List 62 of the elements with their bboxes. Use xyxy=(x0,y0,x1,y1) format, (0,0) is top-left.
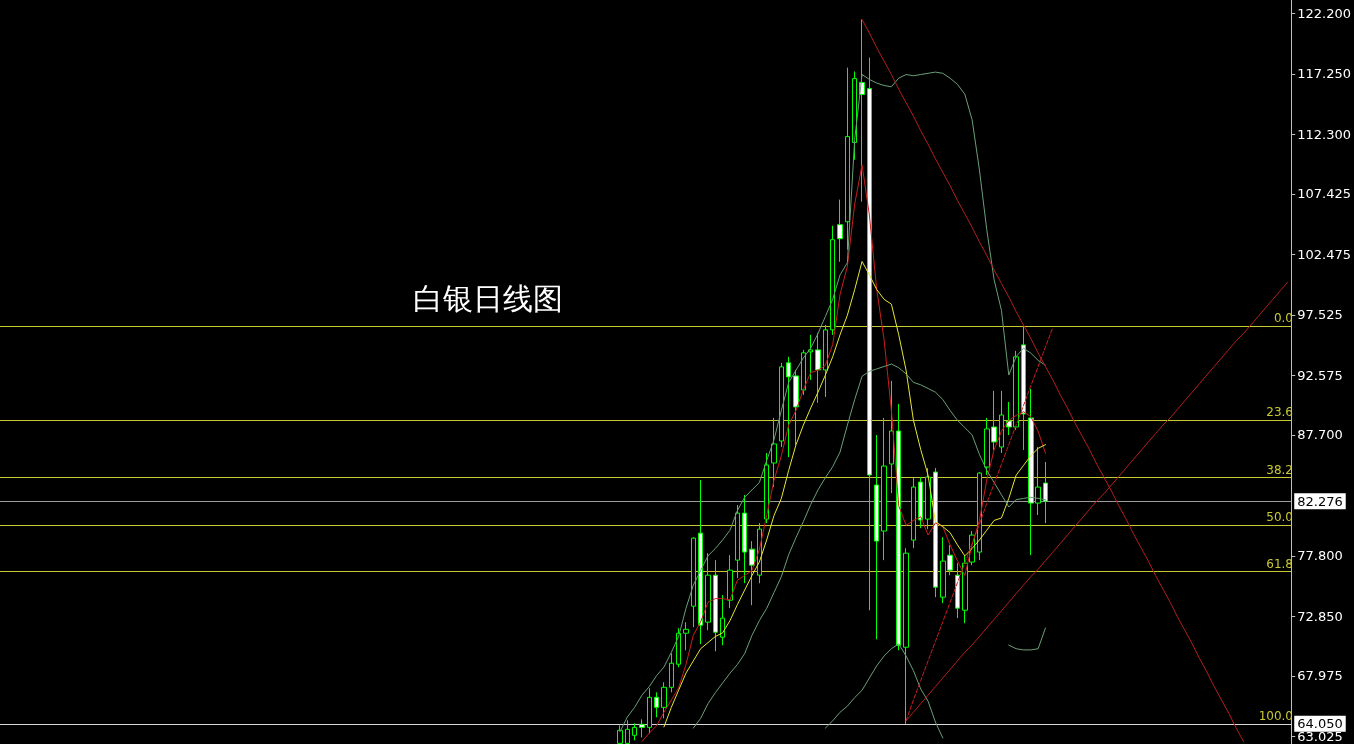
line-series xyxy=(619,71,1046,733)
y-tick-label: 87.700 xyxy=(1297,427,1343,443)
candlestick xyxy=(625,719,630,744)
line-series xyxy=(692,363,1046,729)
candlestick xyxy=(925,467,931,530)
line-series xyxy=(663,260,1046,728)
y-tick-label: 122.200 xyxy=(1297,5,1352,21)
candlestick xyxy=(749,540,755,606)
ref-line-label: 82.276 xyxy=(1297,493,1343,509)
candlestick xyxy=(823,324,828,398)
candlestick xyxy=(830,225,835,336)
candlestick xyxy=(727,554,733,609)
candlestick xyxy=(911,477,916,549)
candlestick xyxy=(779,362,784,448)
candlestick xyxy=(713,559,718,652)
candlestick xyxy=(1043,461,1048,524)
candlestick xyxy=(896,403,901,651)
candlestick xyxy=(933,467,938,598)
candlestick xyxy=(918,476,923,529)
candlestick xyxy=(859,18,865,203)
candlestick xyxy=(632,722,637,741)
y-tick-label: 102.475 xyxy=(1297,246,1352,262)
candlestick xyxy=(764,452,769,524)
candlestick xyxy=(881,417,887,561)
candlestick xyxy=(735,504,740,579)
candlestick xyxy=(999,390,1004,454)
candlestick xyxy=(669,652,674,693)
candlestick xyxy=(661,681,667,719)
candlestick xyxy=(691,536,696,628)
candlestick xyxy=(639,718,645,738)
candlestick xyxy=(742,494,747,584)
y-tick-label: 77.800 xyxy=(1297,548,1343,564)
candlestick xyxy=(874,434,879,640)
candlestick xyxy=(654,691,659,718)
candlestick xyxy=(771,417,777,488)
candlestick xyxy=(793,369,799,446)
candlestick xyxy=(683,621,689,651)
candlestick xyxy=(837,199,843,263)
y-tick-label: 117.250 xyxy=(1297,66,1352,82)
y-tick-label: 92.575 xyxy=(1297,367,1343,383)
candlestick xyxy=(808,334,813,381)
candlestick xyxy=(720,594,725,646)
annotation: 38.2 xyxy=(1266,462,1293,477)
y-tick-label: 107.425 xyxy=(1297,186,1352,202)
y-tick-label: 97.525 xyxy=(1297,307,1343,323)
ref-line-label: 64.050 xyxy=(1297,716,1343,732)
candlestick xyxy=(647,687,652,734)
candlestick xyxy=(676,627,681,668)
y-tick-label: 72.850 xyxy=(1297,608,1343,624)
y-tick-label: 67.975 xyxy=(1297,668,1343,684)
candlestick xyxy=(786,356,791,458)
candlestick xyxy=(705,552,711,631)
candlestick xyxy=(845,67,850,251)
candlestick xyxy=(698,479,703,645)
y-tick-label: 112.300 xyxy=(1297,126,1352,142)
candlestick xyxy=(617,724,623,744)
candlestick xyxy=(955,562,960,619)
candlestick xyxy=(962,554,968,624)
candlestick xyxy=(867,57,872,611)
candlestick xyxy=(1021,325,1026,451)
text: 白银日线图 xyxy=(413,280,563,316)
candlestick xyxy=(903,547,909,725)
